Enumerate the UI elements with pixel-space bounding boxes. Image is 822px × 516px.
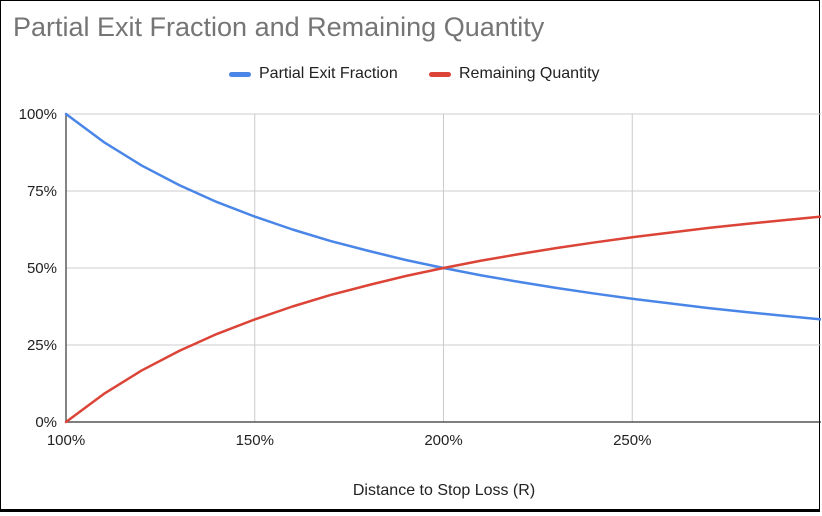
x-tick-label: 200% <box>424 432 462 449</box>
legend-label-remaining: Remaining Quantity <box>459 65 600 82</box>
x-axis-title: Distance to Stop Loss (R) <box>353 482 535 499</box>
legend: Partial Exit Fraction Remaining Quantity <box>1 65 821 87</box>
y-tick-label: 0% <box>35 414 57 431</box>
x-tick-label: 100% <box>47 432 85 449</box>
legend-item-partial-exit: Partial Exit Fraction <box>229 65 398 83</box>
series-lines <box>64 112 821 424</box>
legend-label-partial-exit: Partial Exit Fraction <box>259 65 398 82</box>
chart-title: Partial Exit Fraction and Remaining Quan… <box>13 12 545 42</box>
x-tick-label: 250% <box>613 432 651 449</box>
remaining-quantity-line <box>64 215 821 424</box>
axes <box>65 114 821 423</box>
legend-swatch-remaining <box>429 71 451 77</box>
x-tick-label: 150% <box>236 432 274 449</box>
legend-swatch-partial-exit <box>229 71 251 77</box>
y-tick-label: 50% <box>27 260 57 277</box>
y-tick-label: 75% <box>27 183 57 200</box>
y-tick-label: 25% <box>27 337 57 354</box>
legend-item-remaining: Remaining Quantity <box>429 65 600 83</box>
y-tick-label: 100% <box>19 106 57 123</box>
tick-labels: 0% 25% 50% 75% 100% 100% 150% 200% 250% <box>19 106 652 449</box>
